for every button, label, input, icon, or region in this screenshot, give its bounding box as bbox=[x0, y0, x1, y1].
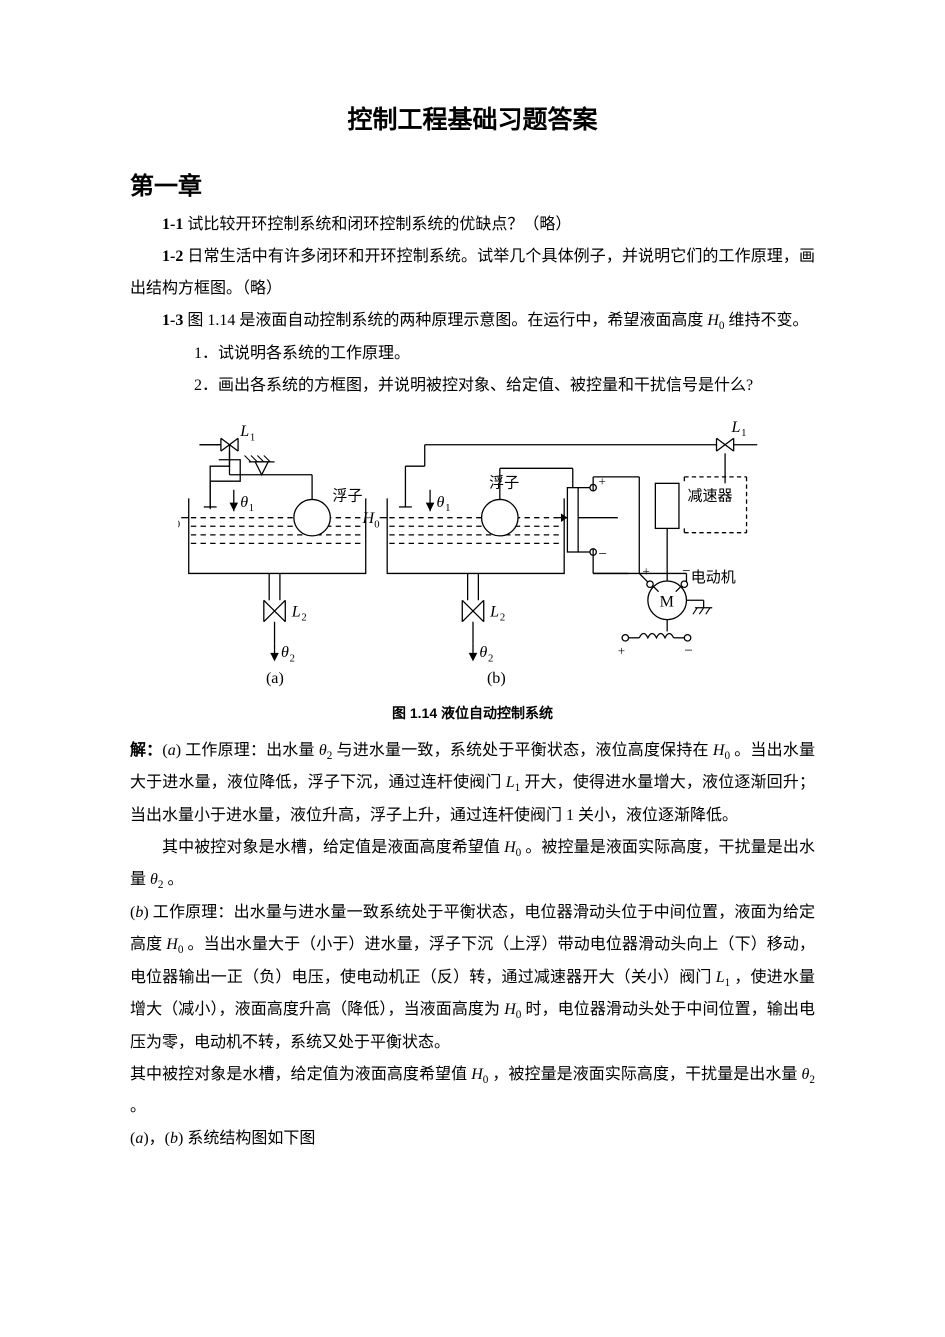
document-page: 控制工程基础习题答案 第一章 1-1 试比较开环控制系统和闭环控制系统的优缺点？… bbox=[0, 0, 945, 1215]
svg-text:L: L bbox=[239, 423, 249, 440]
answer-a-p1: 解：(a) 工作原理：出水量 θ2 与进水量一致，系统处于平衡状态，液位高度保持… bbox=[130, 735, 815, 832]
qnum-1-1: 1-1 bbox=[162, 216, 187, 233]
svg-text:减速器: 减速器 bbox=[687, 487, 732, 504]
figure-svg: H 0 浮子 bbox=[178, 412, 768, 692]
svg-text:−: − bbox=[598, 546, 606, 562]
q3-sub2: 2．画出各系统的方框图，并说明被控对象、给定值、被控量和干扰信号是什么? bbox=[130, 370, 815, 402]
question-1-2: 1-2 日常生活中有许多闭环和开环控制系统。试举几个具体例子，并说明它们的工作原… bbox=[130, 241, 815, 305]
svg-text:1: 1 bbox=[741, 427, 746, 439]
svg-text:(a): (a) bbox=[265, 669, 283, 686]
svg-text:0: 0 bbox=[178, 518, 180, 530]
svg-text:0: 0 bbox=[374, 518, 379, 530]
svg-text:L: L bbox=[290, 603, 300, 620]
svg-text:1: 1 bbox=[445, 502, 450, 514]
var-H0: H bbox=[707, 312, 719, 329]
page-title: 控制工程基础习题答案 bbox=[130, 100, 815, 136]
question-1-3: 1-3 图 1.14 是液面自动控制系统的两种原理示意图。在运行中，希望液面高度… bbox=[130, 305, 815, 338]
svg-text:θ: θ bbox=[479, 644, 487, 661]
q3-text-b: 维持不变。 bbox=[725, 312, 809, 329]
svg-text:L: L bbox=[730, 418, 740, 435]
svg-text:1: 1 bbox=[248, 502, 253, 514]
svg-text:浮子: 浮子 bbox=[332, 487, 362, 504]
svg-text:−: − bbox=[684, 643, 692, 659]
q2-text: 日常生活中有许多闭环和开环控制系统。试举几个具体例子，并说明它们的工作原理，画出… bbox=[130, 248, 815, 297]
svg-text:θ: θ bbox=[240, 494, 248, 511]
answer-a-p2: 其中被控对象是水槽，给定值是液面高度希望值 H0 。被控量是液面实际高度，干扰量… bbox=[130, 832, 815, 897]
svg-text:浮子: 浮子 bbox=[489, 474, 519, 491]
qnum-1-3: 1-3 bbox=[162, 312, 187, 329]
svg-text:电动机: 电动机 bbox=[690, 569, 735, 586]
svg-text:+: + bbox=[642, 564, 649, 578]
answer-label: 解： bbox=[130, 742, 162, 759]
q3-text-a: 图 1.14 是液面自动控制系统的两种原理示意图。在运行中，希望液面高度 bbox=[187, 312, 707, 329]
svg-text:(b): (b) bbox=[486, 669, 505, 686]
figure-1-14: H 0 浮子 bbox=[130, 412, 815, 697]
question-1-1: 1-1 试比较开环控制系统和闭环控制系统的优缺点？（略） bbox=[130, 209, 815, 241]
q3-sub1: 1．试说明各系统的工作原理。 bbox=[130, 338, 815, 370]
q1-text: 试比较开环控制系统和闭环控制系统的优缺点？（略） bbox=[187, 216, 571, 233]
svg-text:2: 2 bbox=[289, 652, 294, 664]
answer-b-p1: (b) 工作原理：出水量与进水量一致系统处于平衡状态，电位器滑动头位于中间位置，… bbox=[130, 897, 815, 1059]
svg-text:2: 2 bbox=[488, 652, 493, 664]
svg-text:2: 2 bbox=[301, 611, 306, 623]
answer-c: (a)，(b) 系统结构图如下图 bbox=[130, 1123, 815, 1155]
svg-text:1: 1 bbox=[249, 431, 254, 443]
svg-text:θ: θ bbox=[280, 644, 288, 661]
svg-text:L: L bbox=[489, 603, 499, 620]
qnum-1-2: 1-2 bbox=[162, 248, 187, 265]
svg-text:θ: θ bbox=[436, 494, 444, 511]
svg-text:2: 2 bbox=[499, 611, 504, 623]
figure-caption: 图 1.14 液位自动控制系统 bbox=[130, 703, 815, 723]
svg-text:M: M bbox=[659, 593, 673, 610]
answer-b-p2: 其中被控对象是水槽，给定值为液面高度希望值 H0 ，被控量是液面实际高度，干扰量… bbox=[130, 1059, 815, 1124]
answer-block: 解：(a) 工作原理：出水量 θ2 与进水量一致，系统处于平衡状态，液位高度保持… bbox=[130, 735, 815, 1156]
svg-text:+: + bbox=[617, 644, 624, 658]
chapter-heading: 第一章 bbox=[130, 166, 815, 201]
